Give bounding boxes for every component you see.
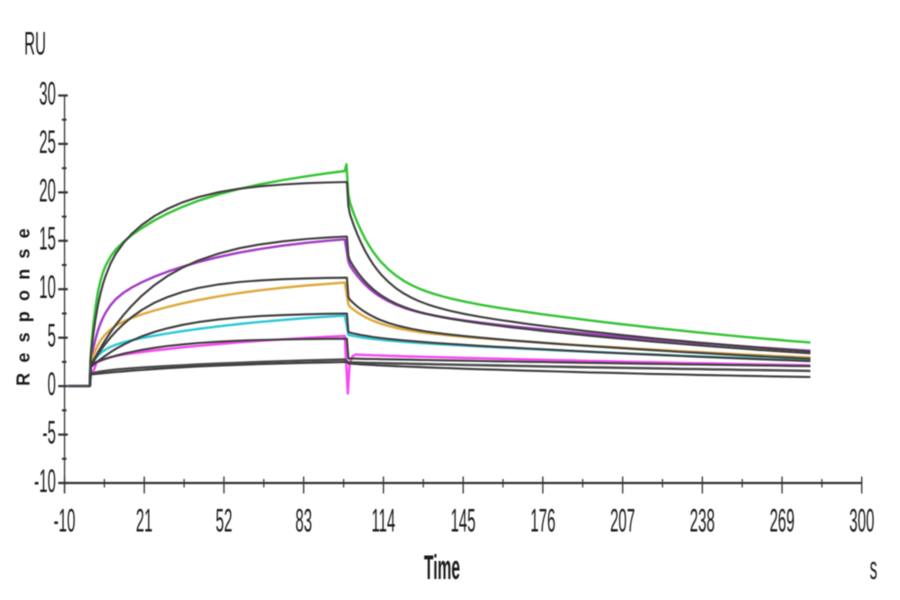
svg-text:-10: -10 [54,503,76,539]
svg-text:25: 25 [39,125,56,161]
svg-text:21: 21 [136,503,153,539]
svg-text:52: 52 [216,503,233,539]
svg-text:30: 30 [39,76,56,112]
svg-text:10: 10 [39,270,56,306]
svg-text:0: 0 [47,367,55,403]
svg-text:207: 207 [610,503,635,539]
svg-text:300: 300 [849,503,874,539]
svg-text:145: 145 [451,503,476,539]
svg-text:Time: Time [424,548,460,587]
svg-text:15: 15 [39,221,56,257]
svg-text:238: 238 [690,503,715,539]
svg-text:20: 20 [39,173,56,209]
svg-text:RU: RU [24,26,46,62]
svg-text:114: 114 [371,503,395,539]
svg-text:176: 176 [530,503,555,539]
svg-text:Response: Response [14,218,34,386]
svg-text:-5: -5 [42,415,55,451]
svg-text:269: 269 [770,503,795,539]
svg-text:5: 5 [47,318,55,354]
svg-text:-10: -10 [34,464,56,500]
svg-text:s: s [870,551,878,587]
svg-text:83: 83 [295,503,312,539]
